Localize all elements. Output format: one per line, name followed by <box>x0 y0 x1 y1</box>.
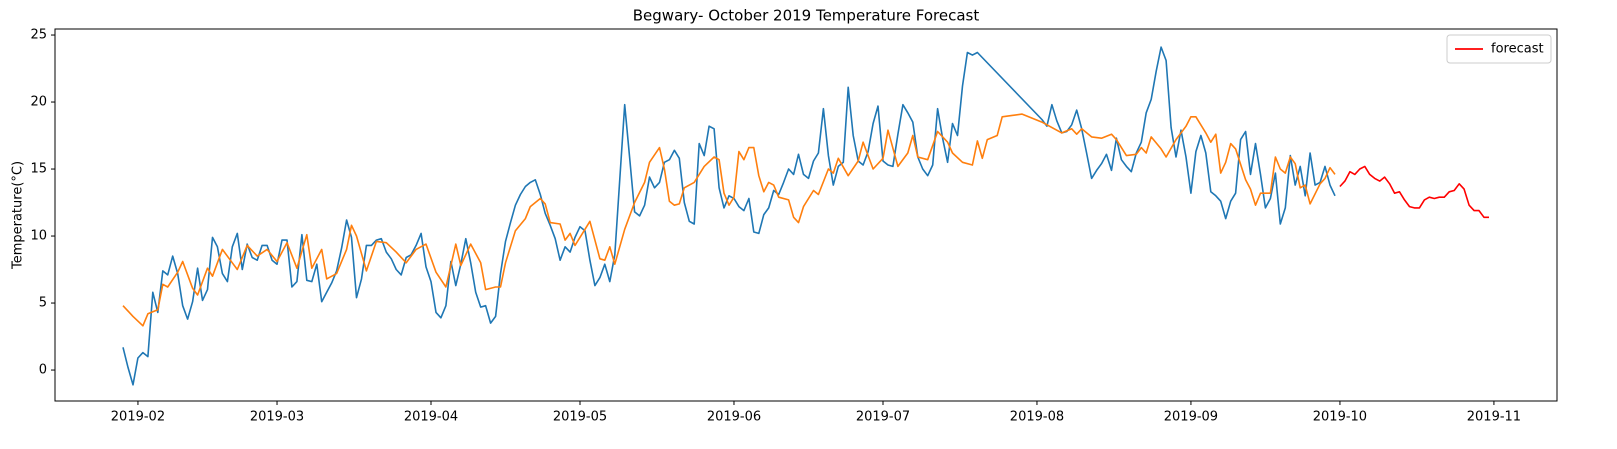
x-tick-label: 2019-11 <box>1467 410 1521 425</box>
x-tick-label: 2019-02 <box>111 410 165 425</box>
y-axis-label: Temperature(°C) <box>11 161 26 270</box>
y-tick-label: 5 <box>39 296 47 311</box>
x-tick-label: 2019-10 <box>1313 410 1367 425</box>
x-tick-label: 2019-05 <box>553 410 607 425</box>
y-tick-label: 0 <box>39 363 47 378</box>
line-series <box>1339 165 1489 219</box>
x-tick-label: 2019-04 <box>404 410 458 425</box>
y-tick-label: 10 <box>30 229 47 244</box>
x-tick-label: 2019-08 <box>1010 410 1064 425</box>
x-tick-label: 2019-09 <box>1164 410 1218 425</box>
x-tick-label: 2019-07 <box>856 410 910 425</box>
plot-frame <box>54 28 1558 402</box>
x-tick-label: 2019-03 <box>250 410 304 425</box>
chart-title: Begwary- October 2019 Temperature Foreca… <box>633 7 980 25</box>
y-tick-label: 25 <box>30 28 47 43</box>
y-tick-label: 15 <box>30 162 47 177</box>
line-series <box>122 113 1336 327</box>
legend-box <box>1446 34 1552 64</box>
legend-label: forecast <box>1491 42 1544 57</box>
x-tick-label: 2019-06 <box>707 410 761 425</box>
line-series <box>122 46 1336 386</box>
y-tick-label: 20 <box>30 95 47 110</box>
